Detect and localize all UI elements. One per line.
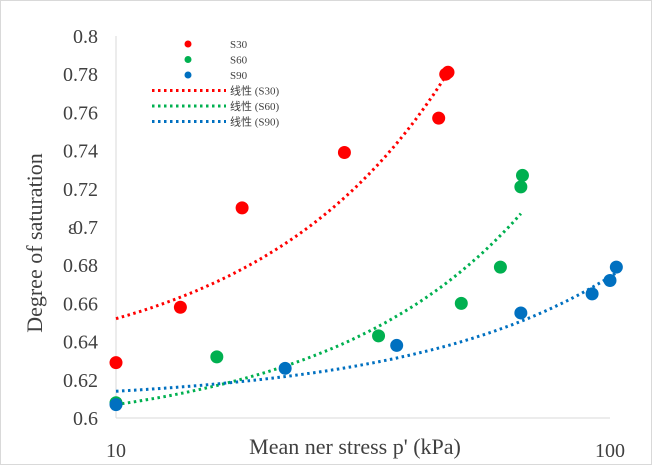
x-tick-label: 100 — [595, 440, 625, 462]
data-point — [372, 329, 386, 343]
data-point — [278, 361, 292, 375]
y-axis-symbol: ε — [68, 217, 76, 239]
data-point — [514, 180, 528, 194]
data-point — [493, 260, 507, 274]
y-tick-label: 0.78 — [63, 64, 98, 86]
data-point — [514, 306, 528, 320]
legend-label: 线性 (S90) — [230, 115, 280, 129]
data-point — [210, 350, 224, 364]
trendline — [115, 212, 523, 407]
data-point — [337, 146, 351, 160]
y-axis-label: Degree of saturation — [22, 153, 47, 333]
data-point — [441, 65, 455, 79]
data-point — [585, 287, 599, 301]
y-tick-label: 0.66 — [63, 293, 98, 315]
y-tick-label: 0.68 — [63, 255, 98, 277]
data-point — [609, 260, 623, 274]
data-point — [235, 201, 249, 215]
legend-marker — [184, 56, 192, 63]
y-tick-label: 0.74 — [63, 141, 98, 163]
legend-label: 线性 (S60) — [230, 99, 280, 113]
legend-label: 线性 (S30) — [230, 84, 280, 98]
data-point — [515, 168, 529, 182]
data-point — [109, 356, 123, 370]
axes — [115, 36, 610, 419]
x-tick-labels: 10 100 — [106, 440, 625, 462]
data-point — [454, 296, 468, 310]
data-point — [603, 273, 617, 287]
legend-label: S60 — [230, 55, 248, 67]
y-tick-label: 0.72 — [63, 179, 98, 201]
data-points — [109, 65, 623, 412]
y-tick-label: 0.64 — [63, 332, 98, 354]
y-tick-label: 0.76 — [63, 102, 98, 124]
legend: S30 S60 S90 线性 (S30)线性 (S60) 线性 (S90) — [152, 39, 280, 129]
legend-marker — [184, 71, 192, 79]
trendline — [115, 71, 450, 321]
data-point — [173, 300, 187, 314]
y-tick-label: 0.7 — [73, 217, 98, 239]
y-tick-label: 0.62 — [63, 370, 98, 392]
x-tick-label: 10 — [106, 440, 126, 462]
data-point — [390, 338, 404, 352]
legend-marker — [184, 40, 192, 48]
y-tick-label: 0.6 — [73, 408, 98, 430]
data-point — [432, 111, 446, 125]
trendlines — [115, 71, 618, 407]
legend-label: S30 — [230, 39, 248, 51]
legend-label: S90 — [230, 70, 248, 82]
data-point — [109, 398, 123, 412]
y-tick-labels: 0.6 0.62 0.64 0.66 0.68 0.7 0.72 0.74 0.76 0.78 0.… — [63, 26, 98, 430]
x-axis-label: Mean ner stress p' (kPa) — [249, 434, 461, 459]
y-tick-label: 0.8 — [73, 26, 98, 48]
trendline — [115, 271, 618, 393]
